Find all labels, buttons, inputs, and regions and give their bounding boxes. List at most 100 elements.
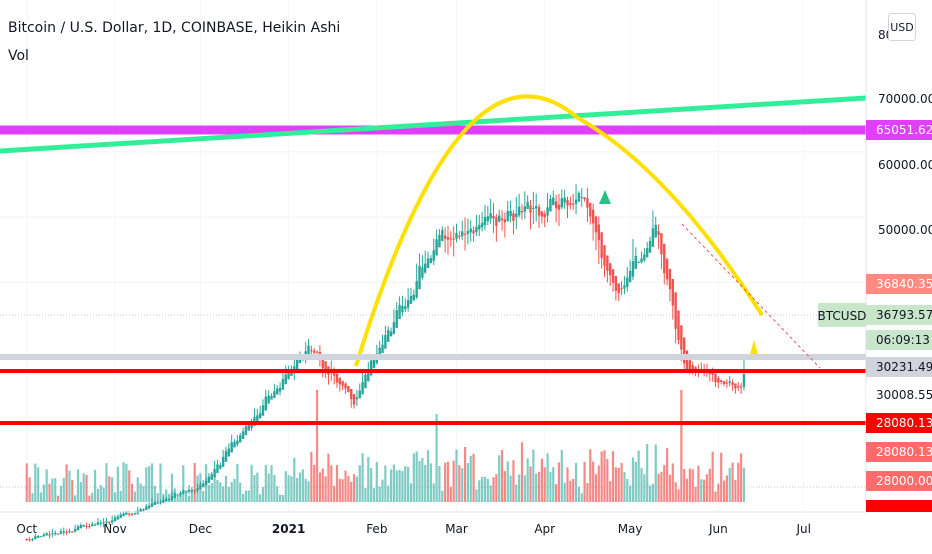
candle-body xyxy=(719,380,723,382)
candle-body xyxy=(352,394,356,405)
volume-bar xyxy=(725,475,728,502)
volume-bar xyxy=(543,467,546,502)
candle-body xyxy=(586,198,589,208)
volume-bar xyxy=(666,448,669,502)
volume-bar xyxy=(102,487,105,502)
volume-bar xyxy=(227,487,230,502)
volume-bar xyxy=(256,472,259,502)
volume-bar xyxy=(395,470,398,502)
volume-bar xyxy=(609,481,612,502)
candle-body xyxy=(48,534,51,536)
candle-body xyxy=(147,505,151,509)
tag-magenta-level: 65051.62 xyxy=(876,123,932,137)
volume-bar xyxy=(683,469,686,502)
candle-body xyxy=(677,310,680,340)
volume-bar xyxy=(452,460,455,502)
candle-body xyxy=(606,255,609,271)
volume-bar xyxy=(503,471,506,502)
candle-body xyxy=(264,396,268,411)
candle-body xyxy=(31,539,34,541)
candle-body xyxy=(236,440,239,445)
time-axis[interactable]: Oct Nov Dec 2021 Feb Mar Apr May Jun Jul xyxy=(0,511,866,536)
candle-body xyxy=(554,201,558,209)
candle-body xyxy=(59,531,63,534)
volume-bar xyxy=(597,465,600,502)
volume-bar xyxy=(187,495,191,502)
candle-body xyxy=(71,531,74,533)
volume-bar xyxy=(478,480,481,502)
tag-countdown-bg xyxy=(866,330,932,350)
volume-bar xyxy=(130,483,134,502)
volume-bar xyxy=(606,459,609,502)
tag-red-4-bg xyxy=(866,471,932,491)
volume-bar xyxy=(259,494,262,502)
candle-body xyxy=(113,517,117,522)
volume-bar xyxy=(708,468,711,502)
arc-drawing[interactable] xyxy=(354,94,764,367)
candle-body xyxy=(207,476,211,484)
candle-body xyxy=(76,526,80,531)
volume-bar xyxy=(409,483,413,502)
arrow-down-yellow xyxy=(750,340,758,354)
candle-body xyxy=(537,207,541,216)
volume-bar xyxy=(108,476,111,502)
volume-bar xyxy=(703,479,706,502)
candle-body xyxy=(202,483,205,488)
candle-body xyxy=(515,213,518,218)
volume-bar xyxy=(603,450,606,502)
candle-body xyxy=(39,536,43,538)
volume-bar xyxy=(705,474,709,502)
candle-body xyxy=(350,388,353,400)
candle-body xyxy=(244,426,248,436)
volume-bar xyxy=(637,450,640,502)
candle-body xyxy=(224,451,228,462)
time-axis-label: Nov xyxy=(103,522,126,536)
volume-bar xyxy=(634,461,637,502)
volume-bar xyxy=(594,474,598,502)
volume-bar xyxy=(364,488,367,502)
volume-bar xyxy=(600,451,603,502)
volume-bar xyxy=(230,482,233,502)
candle-body xyxy=(654,224,657,238)
volume-bar xyxy=(310,451,313,502)
volume-bar xyxy=(685,478,689,502)
volume-bar xyxy=(290,476,293,502)
volume-bar xyxy=(455,449,458,502)
volume-bar xyxy=(720,452,723,502)
candle-body xyxy=(378,347,381,359)
volume-bar xyxy=(512,460,515,502)
candle-body xyxy=(241,431,245,439)
volume-bar xyxy=(697,465,700,502)
volume-bar xyxy=(586,483,589,502)
volume-bar xyxy=(546,453,549,502)
candle-body xyxy=(731,382,734,385)
candle-body xyxy=(196,488,199,491)
price-axis[interactable]: 80 70000.00 60000.00 50000.00 xyxy=(865,0,932,512)
candle-body xyxy=(65,531,68,533)
volume-bar xyxy=(222,486,225,502)
volume-bar xyxy=(731,462,734,502)
volume-bar xyxy=(458,465,461,502)
volume-bar xyxy=(714,491,717,502)
volume-bar xyxy=(617,467,620,502)
currency-button[interactable]: USD xyxy=(888,13,916,41)
volume-bar xyxy=(500,450,504,502)
volume-bar xyxy=(133,491,137,502)
price-axis-tick-60000: 60000.00 xyxy=(878,158,932,172)
drawings-layer[interactable] xyxy=(0,94,867,488)
volume-bar xyxy=(515,484,518,502)
candle-body xyxy=(577,192,581,202)
candle-body xyxy=(441,229,444,242)
volume-bar xyxy=(321,468,324,502)
time-axis-label: Dec xyxy=(189,522,212,536)
volume-bar xyxy=(520,442,524,502)
volume-bar xyxy=(646,443,649,502)
volume-bar xyxy=(113,492,117,502)
candle-body xyxy=(401,306,404,313)
volume-bar xyxy=(372,488,376,502)
trendline-green[interactable] xyxy=(0,95,867,154)
volume-bar xyxy=(236,463,239,502)
candle-body xyxy=(424,263,427,273)
